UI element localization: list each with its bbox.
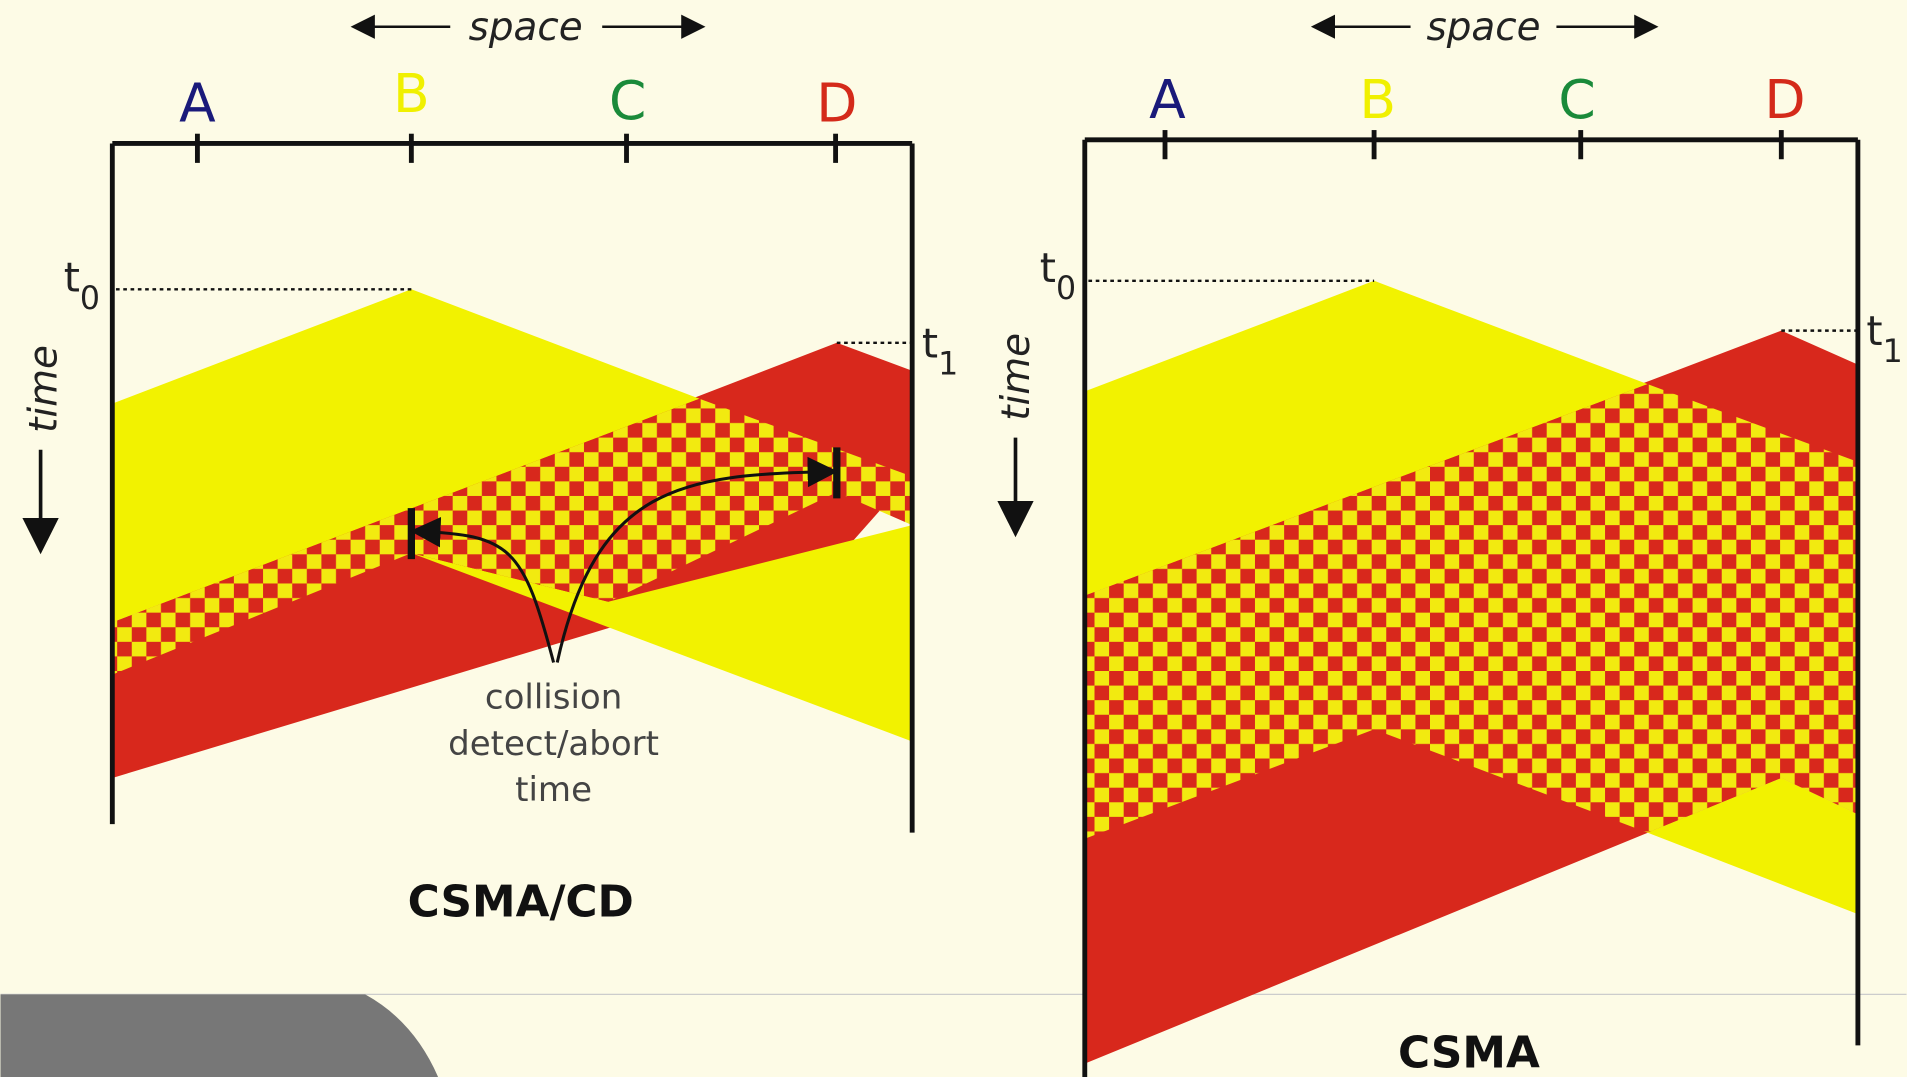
station-label: C bbox=[1558, 68, 1595, 131]
station-label: D bbox=[1764, 68, 1805, 131]
annotation: detect/abort bbox=[448, 724, 659, 764]
page: A B C D space t0 t1 time collision detec… bbox=[0, 0, 1907, 1077]
station-label: C bbox=[609, 69, 646, 132]
time-label: time bbox=[21, 345, 66, 433]
space-label: space bbox=[1426, 5, 1540, 50]
station-label: A bbox=[179, 72, 216, 135]
station-label: A bbox=[1149, 68, 1186, 131]
caption: CSMA bbox=[1398, 1027, 1540, 1077]
space-label: space bbox=[469, 5, 583, 50]
annotation: time bbox=[515, 770, 592, 810]
caption: CSMA/CD bbox=[408, 877, 634, 928]
station-label: B bbox=[1359, 68, 1396, 131]
annotation: collision bbox=[485, 678, 622, 718]
station-label: B bbox=[393, 62, 430, 125]
logo bbox=[0, 994, 438, 1077]
time-label: time bbox=[994, 333, 1039, 421]
station-label: D bbox=[816, 72, 857, 135]
